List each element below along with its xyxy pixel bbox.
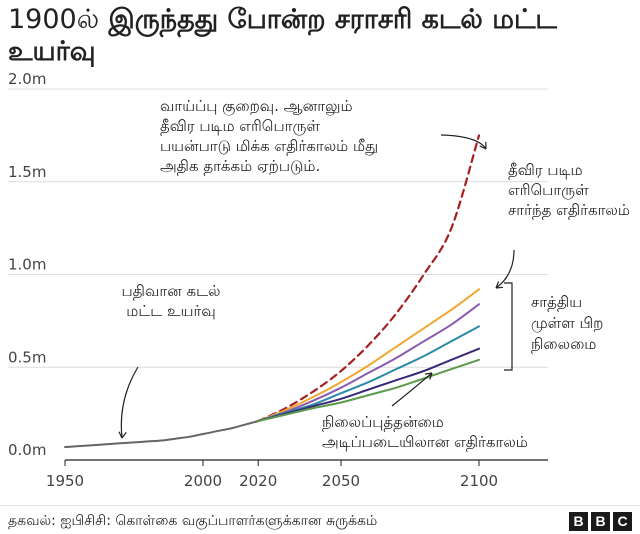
observed-arrow [120, 366, 139, 439]
y-tick-label: 0.5m [8, 348, 46, 366]
x-tick-label: 2000 [184, 472, 222, 490]
x-tick-label: 1950 [46, 472, 84, 490]
sustainable-arrow-head [425, 372, 433, 380]
annotations: பதிவான கடல் மட்ட உயர்வு வாய்ப்பு குறைவு. ஆ… [118, 97, 630, 451]
sustainable-arrow [391, 372, 433, 407]
series-lines [64, 134, 481, 448]
chart-title: 1900ல் இருந்தது போன்ற சராசரி கடல் மட்ட உ… [8, 4, 632, 68]
worst-case-arrow-head [479, 141, 487, 150]
series-line-observed [64, 420, 260, 448]
high-fossil-arrow-head [495, 281, 504, 289]
x-tick-label: 2050 [322, 472, 360, 490]
source-text: தகவல்: ஐபிசிசி: கொள்கை வகுப்பாளர்களுக்கா… [8, 513, 378, 529]
y-tick-label: 1.0m [8, 256, 46, 274]
logo-letter-b1: B [569, 512, 588, 531]
annotation-observed: பதிவான கடல் மட்ட உயர்வு [122, 282, 221, 320]
series-line-scenario-teal [257, 325, 480, 422]
axes: 0.0m 0.5m 1.0m 1.5m 2.0m 1950 2000 2020 2050 2100 [8, 70, 548, 490]
annotation-other-scenarios: சாத்திய முள்ள பிற நிலைமை [531, 293, 603, 353]
logo-letter-b2: B [591, 512, 610, 531]
sea-level-chart: 0.0m 0.5m 1.0m 1.5m 2.0m 1950 2000 2020 2050 2100… [8, 70, 630, 490]
annotation-high-fossil: தீவிர படிம எரிபொருள் சார்ந்த எதிர்காலம் [508, 161, 630, 219]
other-scenarios-bracket [504, 282, 513, 371]
series-line-sustainable [257, 358, 480, 422]
y-tick-label: 2.0m [8, 70, 46, 88]
annotation-worst-case: வாய்ப்பு குறைவு. ஆனாலும் தீவிர படிம எரிபொ… [160, 97, 378, 175]
chart-title-lead: 1900ல் [8, 4, 100, 35]
x-tick-label: 2020 [239, 472, 277, 490]
worst-case-arrow [440, 134, 487, 150]
series-line-very-high [257, 288, 480, 422]
x-tick-label: 2100 [460, 472, 498, 490]
high-fossil-arrow [495, 249, 515, 289]
annotation-sustainable: நிலைப்புத்தன்மை அடிப்படையிலான எதிர்காலம் [322, 413, 528, 451]
bbc-logo: B B C [569, 512, 632, 531]
chart-title-rest: இருந்தது போன்ற சராசரி கடல் மட்ட உயர்வு [8, 4, 557, 67]
logo-letter-c: C [613, 512, 632, 531]
series-line-scenario-purple [257, 303, 480, 422]
series-line-very-high-worst [257, 134, 481, 423]
series-line-scenario-navy [257, 347, 480, 422]
y-tick-label: 1.5m [8, 163, 46, 181]
observed-arrow-head [118, 431, 127, 439]
y-tick-label: 0.0m [8, 441, 46, 459]
footer-divider [0, 505, 640, 506]
